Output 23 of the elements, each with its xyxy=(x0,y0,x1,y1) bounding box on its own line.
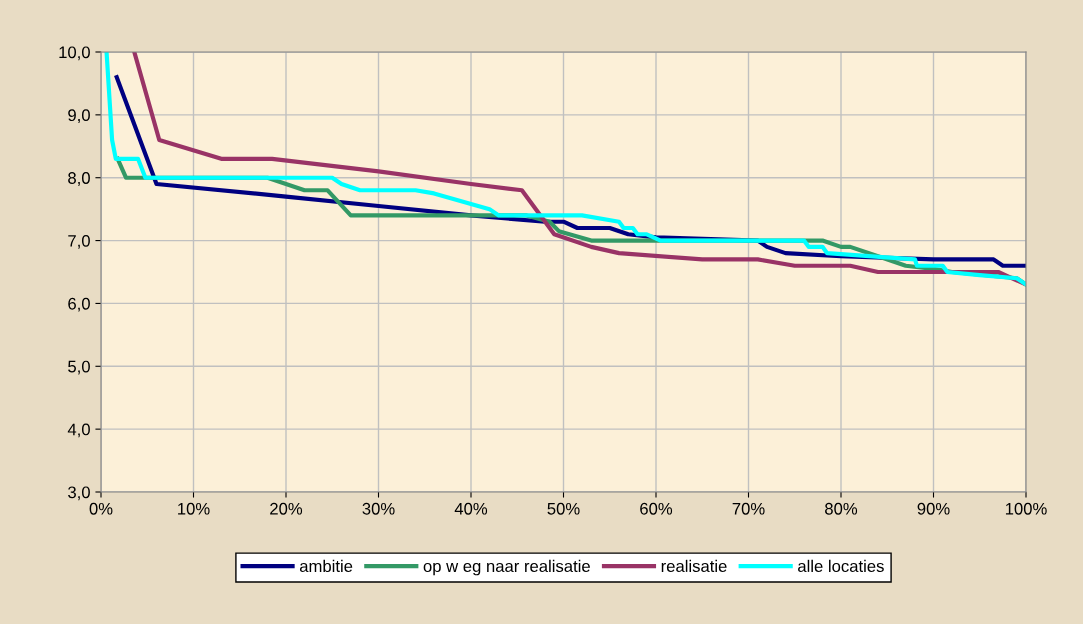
y-tick-label: 8,0 xyxy=(68,172,90,186)
x-tick-label: 40% xyxy=(454,502,488,515)
y-tick-label: 3,0 xyxy=(68,486,90,501)
x-tick-label: 20% xyxy=(270,502,303,515)
x-tick-label: 0% xyxy=(89,502,113,515)
y-tick-label: 10,0 xyxy=(59,46,90,61)
x-tick-label: 10% xyxy=(178,502,210,515)
x-tick-label: 100% xyxy=(1005,502,1047,515)
y-tick-label: 6,0 xyxy=(68,297,90,312)
x-tick-label: 90% xyxy=(917,502,950,515)
x-tick-label: 60% xyxy=(640,502,673,515)
y-tick-label: 9,0 xyxy=(68,109,90,124)
x-tick-label: 70% xyxy=(732,502,765,515)
y-tick-label: 7,0 xyxy=(68,234,90,249)
y-tick-label: 4,0 xyxy=(67,423,90,438)
legend-label: op w eg naar realisatie xyxy=(423,559,590,576)
x-tick-label: 80% xyxy=(825,502,858,515)
y-tick-label: 5,0 xyxy=(68,360,90,375)
x-tick-label: 50% xyxy=(547,502,580,515)
legend-label: ambitie xyxy=(299,559,353,573)
legend-label: alle locaties xyxy=(798,559,884,573)
legend-label: realisatie xyxy=(661,559,727,573)
x-tick-label: 30% xyxy=(362,502,395,515)
